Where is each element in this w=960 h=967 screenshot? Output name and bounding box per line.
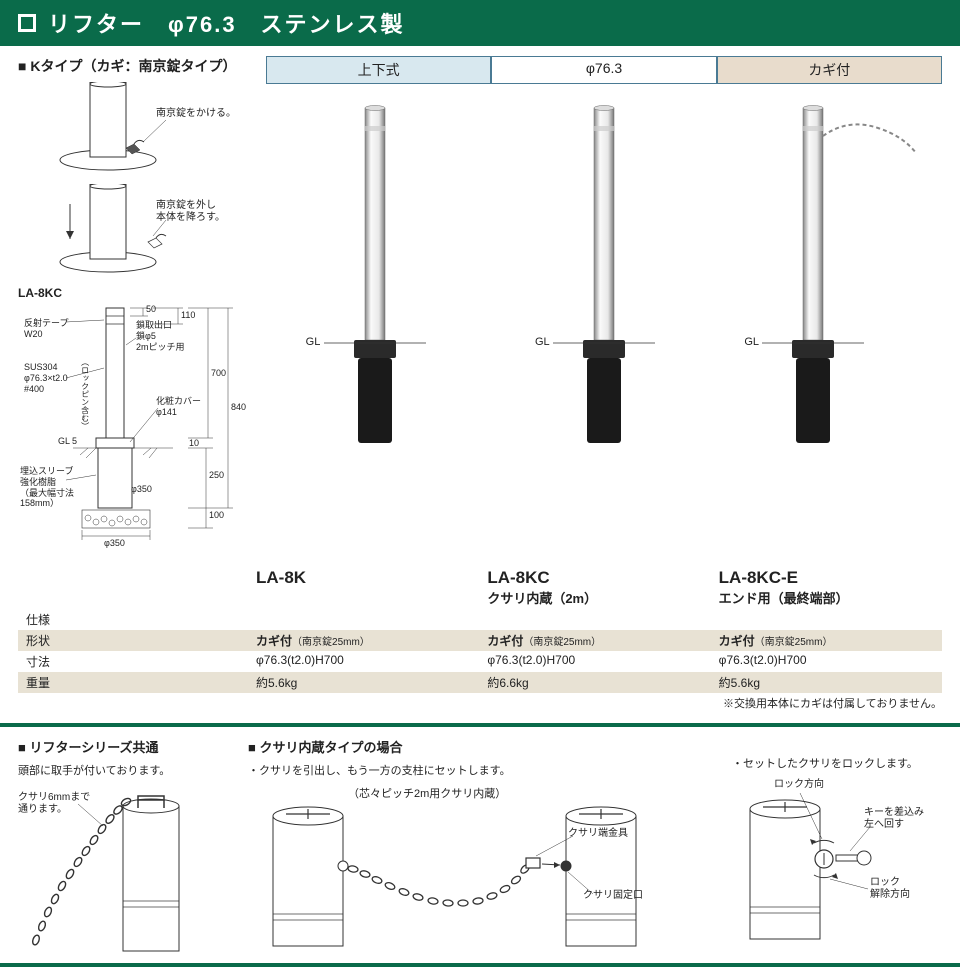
end-fitting-label: クサリ端金具 — [568, 828, 628, 840]
model-sub-3: エンド用（最終端部） — [719, 588, 934, 607]
dim-840: 840 — [231, 402, 246, 413]
bottom-section-lock: ・セットしたクサリをロックします。 — [732, 737, 942, 959]
lock-diagram-1: 南京錠をかける。 — [18, 82, 248, 172]
unlock-dir-label: ロック 解除方向 — [870, 877, 910, 901]
fix-hole-label: クサリ固定口 — [583, 890, 643, 902]
tag-row: 上下式 φ76.3 カギ付 — [266, 56, 942, 84]
dimensional-drawing: LA-8KC — [18, 286, 248, 566]
header-bullet — [18, 14, 36, 32]
dim-50: 50 — [146, 304, 156, 315]
spec-label-spec: 仕様 — [18, 609, 248, 630]
spec-size-2: φ76.3(t2.0)H700 — [479, 651, 710, 672]
model-name-1: LA-8K — [256, 568, 471, 588]
spec-size-1: φ76.3(t2.0)H700 — [248, 651, 479, 672]
key-note: キーを差込み 左へ回す — [864, 807, 924, 831]
product-la8kc: GL — [495, 98, 712, 566]
dim-10: 10 — [189, 438, 199, 449]
spec-size-3: φ76.3(t2.0)H700 — [711, 651, 942, 672]
dim-700: 700 — [211, 368, 226, 379]
pitch-label: （芯々ピッチ2m用クサリ内蔵） — [348, 788, 506, 801]
dim-5: 5 — [72, 436, 77, 447]
chain-desc: ・クサリを引出し、もう一方の支柱にセットします。 — [248, 762, 702, 778]
dim-110: 110 — [181, 310, 195, 321]
spec-shape-3: カギ付（南京錠25mm） — [711, 630, 942, 651]
spec-weight-2: 約6.6kg — [479, 672, 710, 693]
spec-label-weight: 重量 — [18, 672, 248, 693]
spec-label-shape: 形状 — [18, 630, 248, 651]
dim-sleeve: 埋込スリーブ 強化樹脂 （最大幅寸法 158mm） — [20, 466, 74, 509]
dim-chain: 鎖取出口 鎖φ5 2mピッチ用 — [136, 320, 185, 352]
lock-dir-label: ロック方向 — [774, 779, 824, 791]
bottom-section-chain: クサリ内蔵タイプの場合 ・クサリを引出し、もう一方の支柱にセットします。 （芯々… — [248, 737, 702, 959]
lock-desc: ・セットしたクサリをロックします。 — [732, 755, 942, 771]
dim-100: 100 — [209, 510, 224, 521]
spec-weight-3: 約5.6kg — [711, 672, 942, 693]
dim-gl: GL — [58, 436, 70, 447]
bottom-section-common: リフターシリーズ共通 頭部に取手が付いております。 — [18, 737, 218, 959]
dim-350b: φ350 — [104, 538, 125, 549]
tag-type: 上下式 — [266, 56, 491, 84]
gl-label: GL — [306, 336, 321, 348]
lock-diagram-2: 南京錠を外し 本体を降ろす。 — [18, 184, 248, 274]
product-la8kc-e: GL — [725, 98, 942, 566]
footnote: ※交換用本体にカギは付属しておりません。 — [0, 695, 942, 711]
spec-header: LA-8K LA-8KC クサリ内蔵（2m） LA-8KC-E エンド用（最終端… — [248, 566, 942, 609]
spec-label-size: 寸法 — [18, 651, 248, 672]
common-desc: 頭部に取手が付いております。 — [18, 762, 218, 778]
lock-note-2: 南京錠を外し 本体を降ろす。 — [156, 200, 225, 224]
dim-lockpin: （ロックピン含む） — [80, 358, 90, 430]
spec-table: 仕様 形状 カギ付（南京錠25mm） カギ付（南京錠25mm） カギ付（南京錠2… — [18, 609, 942, 693]
page-title: リフター φ76.3 ステンレス製 — [48, 7, 405, 39]
spec-shape-1: カギ付（南京錠25mm） — [248, 630, 479, 651]
dim-250: 250 — [209, 470, 224, 481]
common-title: リフターシリーズ共通 — [18, 737, 218, 756]
header-band: リフター φ76.3 ステンレス製 — [0, 0, 960, 46]
ktype-heading: Kタイプ（カギ：南京錠タイプ） — [18, 56, 248, 76]
model-name-2: LA-8KC — [487, 568, 702, 588]
chain-note: クサリ6mmまで 通ります。 — [18, 792, 90, 816]
model-sub-2: クサリ内蔵（2m） — [487, 588, 702, 607]
tag-key: カギ付 — [717, 56, 942, 84]
chain-title: クサリ内蔵タイプの場合 — [248, 737, 702, 756]
gl-label: GL — [744, 336, 759, 348]
dim-cover: 化粧カバー φ141 — [156, 396, 201, 418]
divider-bottom — [0, 963, 960, 967]
product-la8k: GL — [266, 98, 483, 566]
tag-diameter: φ76.3 — [491, 56, 716, 84]
dim-tape: 反射テープ W20 — [24, 318, 68, 340]
dim-350a: φ350 — [131, 484, 152, 495]
spec-weight-1: 約5.6kg — [248, 672, 479, 693]
product-row: GL GL — [266, 98, 942, 566]
model-name-3: LA-8KC-E — [719, 568, 934, 588]
dim-material: SUS304 φ76.3×t2.0 #400 — [24, 362, 68, 394]
gl-label: GL — [535, 336, 550, 348]
dim-model: LA-8KC — [18, 286, 62, 300]
lock-note-1: 南京錠をかける。 — [156, 108, 236, 120]
spec-shape-2: カギ付（南京錠25mm） — [479, 630, 710, 651]
